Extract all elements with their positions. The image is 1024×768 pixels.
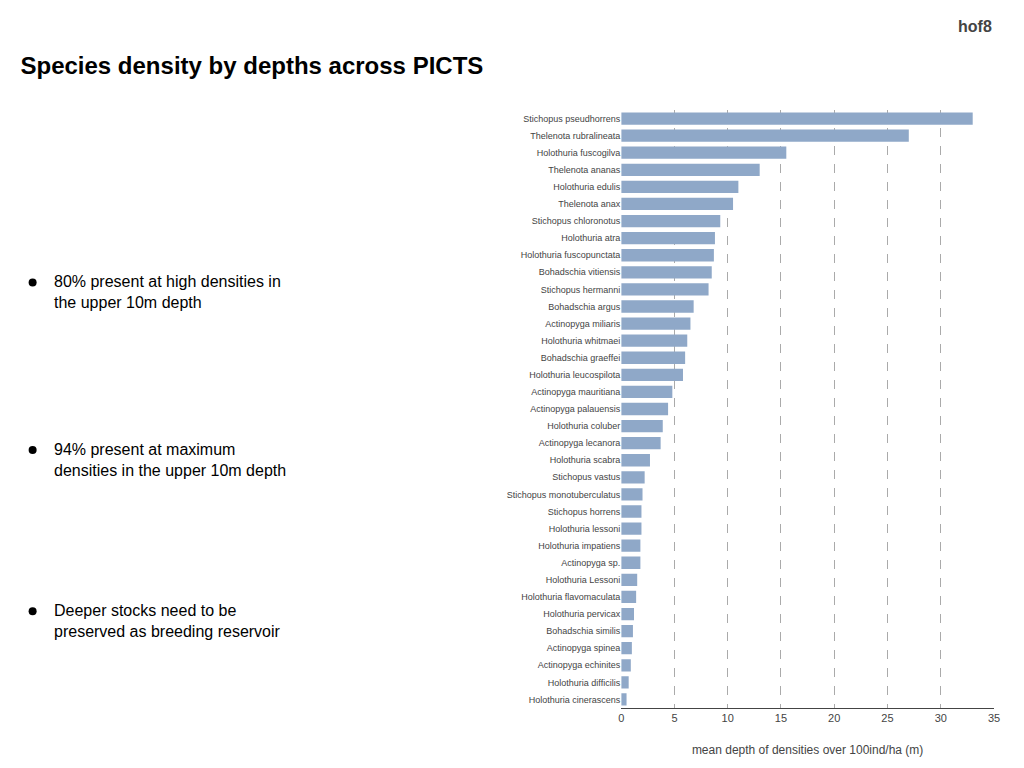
svg-text:Holothuria cinerascens: Holothuria cinerascens xyxy=(529,695,621,705)
svg-text:Actinopyga lecanora: Actinopyga lecanora xyxy=(539,438,621,448)
svg-text:Holothuria coluber: Holothuria coluber xyxy=(547,421,620,431)
svg-text:Bohadschia similis: Bohadschia similis xyxy=(546,626,621,636)
svg-text:Actinopyga mauritiana: Actinopyga mauritiana xyxy=(531,387,620,397)
svg-text:Thelenota rubralineata: Thelenota rubralineata xyxy=(530,131,620,141)
svg-text:Bohadschia argus: Bohadschia argus xyxy=(548,302,621,312)
svg-text:Holothuria lessoni: Holothuria lessoni xyxy=(549,524,621,534)
svg-text:Holothuria atra: Holothuria atra xyxy=(561,233,620,243)
svg-text:Stichopus hermanni: Stichopus hermanni xyxy=(541,285,621,295)
svg-text:Holothuria difficilis: Holothuria difficilis xyxy=(548,678,621,688)
svg-text:Holothuria edulis: Holothuria edulis xyxy=(553,182,621,192)
svg-text:Deeper stocks need to bepreser: Deeper stocks need to bepreserved as bre… xyxy=(54,602,281,640)
svg-text:Holothuria Lessoni: Holothuria Lessoni xyxy=(546,575,621,585)
svg-text:Species density by depths acro: Species density by depths across PICTS xyxy=(20,52,483,79)
svg-text:15: 15 xyxy=(775,712,787,724)
svg-text:30: 30 xyxy=(935,712,947,724)
svg-text:Actinopyga spinea: Actinopyga spinea xyxy=(547,643,621,653)
svg-text:Stichopus pseudhorrens: Stichopus pseudhorrens xyxy=(523,114,621,124)
svg-text:Actinopyga echinites: Actinopyga echinites xyxy=(538,660,621,670)
svg-text:mean depth of densities over 1: mean depth of densities over 100ind/ha (… xyxy=(692,743,923,757)
svg-text:Holothuria fuscogilva: Holothuria fuscogilva xyxy=(537,148,621,158)
svg-text:Holothuria scabra: Holothuria scabra xyxy=(550,455,621,465)
svg-text:Stichopus vastus: Stichopus vastus xyxy=(552,472,621,482)
svg-text:Stichopus monotuberculatus: Stichopus monotuberculatus xyxy=(507,490,621,500)
svg-text:Bohadschia vitiensis: Bohadschia vitiensis xyxy=(539,267,621,277)
svg-text:25: 25 xyxy=(881,712,893,724)
svg-text:Holothuria fuscopunctata: Holothuria fuscopunctata xyxy=(521,250,621,260)
svg-text:80% present at high densities: 80% present at high densities inthe uppe… xyxy=(54,273,281,311)
svg-text:20: 20 xyxy=(828,712,840,724)
svg-text:Actinopyga sp.: Actinopyga sp. xyxy=(561,558,620,568)
svg-text:Actinopyga miliaris: Actinopyga miliaris xyxy=(545,319,621,329)
svg-text:10: 10 xyxy=(722,712,734,724)
svg-text:35: 35 xyxy=(988,712,1000,724)
svg-text:Holothuria pervicax: Holothuria pervicax xyxy=(543,609,621,619)
svg-text:Holothuria impatiens: Holothuria impatiens xyxy=(538,541,621,551)
svg-text:Holothuria whitmaei: Holothuria whitmaei xyxy=(541,336,620,346)
svg-text:0: 0 xyxy=(618,712,624,724)
svg-text:Stichopus horrens: Stichopus horrens xyxy=(548,507,621,517)
svg-text:Holothuria leucospilota: Holothuria leucospilota xyxy=(529,370,620,380)
svg-text:Bohadschia graeffei: Bohadschia graeffei xyxy=(541,353,620,363)
svg-text:Thelenota anax: Thelenota anax xyxy=(558,199,621,209)
svg-text:Actinopyga palauensis: Actinopyga palauensis xyxy=(530,404,621,414)
svg-text:Thelenota ananas: Thelenota ananas xyxy=(548,165,621,175)
svg-text:5: 5 xyxy=(671,712,677,724)
svg-text:Holothuria flavomaculata: Holothuria flavomaculata xyxy=(521,592,620,602)
svg-text:Stichopus chloronotus: Stichopus chloronotus xyxy=(532,216,621,226)
svg-text:hof8: hof8 xyxy=(958,18,992,35)
svg-text:94% present at maximumdensitie: 94% present at maximumdensities in the u… xyxy=(54,441,286,479)
